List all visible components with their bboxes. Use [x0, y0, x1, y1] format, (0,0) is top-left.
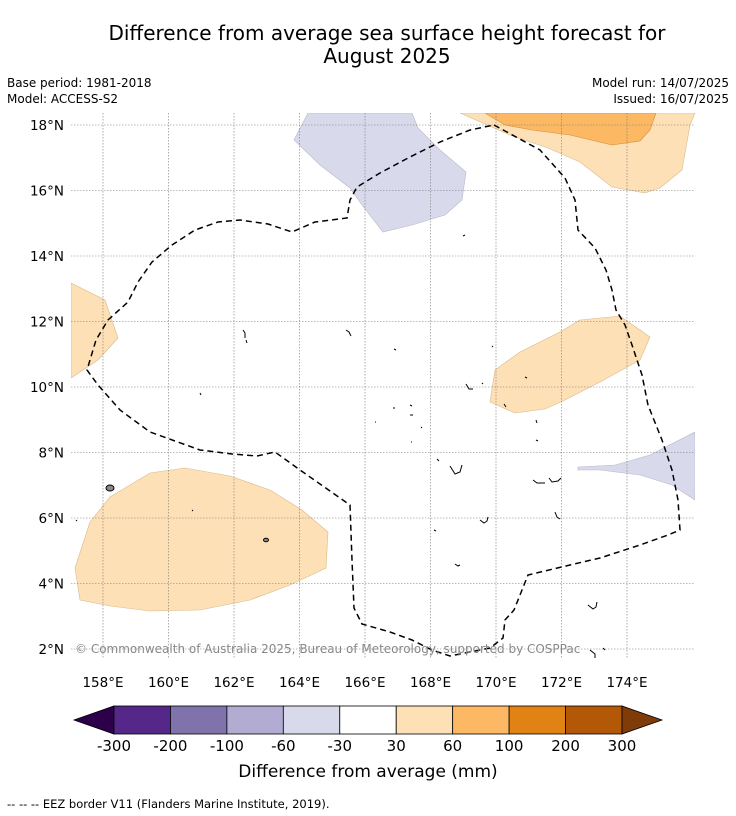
colorbar-tick-label: 100 — [495, 737, 524, 755]
colorbar-label: Difference from average (mm) — [238, 762, 498, 782]
model-name: Model: ACCESS-S2 — [7, 92, 119, 106]
copyright-notice: © Commonwealth of Australia 2025, Bureau… — [75, 642, 580, 656]
lon-tick-label: 158°E — [82, 675, 123, 691]
lon-tick-label: 166°E — [344, 675, 385, 691]
latitude-labels: 2°N 4°N 6°N 8°N 10°N 12°N 14°N 16°N 18°N — [30, 118, 64, 658]
lat-tick-label: 10°N — [30, 380, 64, 396]
colorbar-bin — [170, 705, 228, 735]
model-run: Model run: 14/07/2025 — [591, 76, 729, 90]
anomaly-region-positive-east — [489, 315, 651, 414]
lat-tick-label: 6°N — [39, 511, 64, 527]
colorbar-tick-label: 300 — [608, 737, 637, 755]
colorbar-bin — [565, 705, 623, 735]
lat-tick-label: 2°N — [39, 642, 64, 658]
chart-title: Difference from average sea surface heig… — [40, 22, 734, 68]
lat-tick-label: 18°N — [30, 118, 64, 134]
colorbar-bin — [226, 705, 284, 735]
colorbar-tick-label: -200 — [153, 737, 187, 755]
colorbar-extend-high — [621, 705, 664, 735]
meta-right: Model run: 14/07/2025 Issued: 16/07/2025 — [592, 75, 729, 107]
map-area — [71, 113, 695, 658]
colorbar-bin — [113, 705, 171, 735]
lat-tick-label: 12°N — [30, 315, 64, 331]
title-line-1: Difference from average sea surface heig… — [108, 21, 666, 45]
colorbar-bin — [452, 705, 510, 735]
lon-tick-label: 160°E — [148, 675, 189, 691]
lon-tick-label: 170°E — [475, 675, 516, 691]
eez-border — [86, 124, 681, 657]
colorbar-bin — [508, 705, 566, 735]
lon-tick-label: 162°E — [213, 675, 254, 691]
lat-tick-label: 14°N — [30, 249, 64, 265]
lon-tick-label: 174°E — [606, 675, 647, 691]
longitude-labels: 158°E 160°E 162°E 164°E 166°E 168°E 170°E 172°E… — [82, 675, 647, 691]
colorbar-bin — [395, 705, 454, 735]
anomaly-region-negative-east — [577, 431, 695, 501]
lat-tick-label: 8°N — [39, 446, 64, 462]
colorbar-tick-label: 200 — [551, 737, 580, 755]
title-line-2: August 2025 — [323, 44, 451, 68]
anomaly-region-positive-southwest — [74, 467, 329, 612]
lon-tick-label: 164°E — [279, 675, 320, 691]
colorbar-bin — [282, 705, 341, 735]
colorbar-tick-label: -60 — [271, 737, 296, 755]
colorbar-bin — [339, 705, 397, 735]
lon-tick-label: 168°E — [410, 675, 451, 691]
colorbar-extend-low — [72, 705, 115, 735]
lat-tick-label: 4°N — [39, 577, 64, 593]
colorbar-tick-label: 60 — [443, 737, 462, 755]
base-period: Base period: 1981-2018 — [7, 76, 152, 90]
anomaly-region-strong-north — [484, 113, 657, 146]
footnote: -- -- -- EEZ border V11 (Flanders Marine… — [7, 797, 330, 811]
colorbar-tick-label: -300 — [97, 737, 131, 755]
lon-tick-label: 172°E — [541, 675, 582, 691]
colorbar: -300 -200 -100 -60 -30 30 60 100 200 300 — [72, 705, 664, 755]
lat-tick-label: 16°N — [30, 184, 64, 200]
meta-left: Base period: 1981-2018 Model: ACCESS-S2 — [7, 75, 152, 107]
issued-date: Issued: 16/07/2025 — [613, 92, 729, 106]
graticule — [71, 113, 695, 658]
colorbar-tick-label: 30 — [387, 737, 406, 755]
anomaly-region-positive-west — [71, 282, 119, 379]
colorbar-tick-label: -30 — [328, 737, 353, 755]
colorbar-tick-label: -100 — [210, 737, 244, 755]
islands — [75, 234, 606, 658]
